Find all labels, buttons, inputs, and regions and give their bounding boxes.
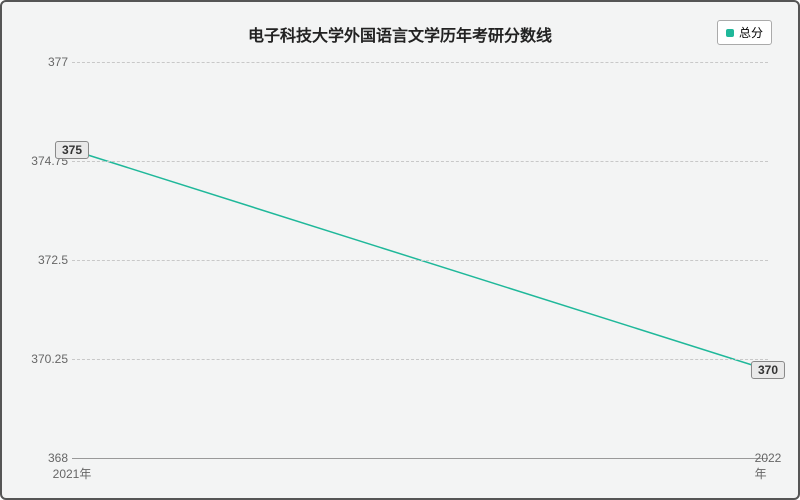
legend: 总分	[717, 20, 772, 45]
y-tick-label: 368	[20, 451, 68, 465]
x-tick-label: 2022年	[755, 451, 782, 482]
legend-swatch	[726, 29, 734, 37]
x-tick-label: 2021年	[53, 465, 92, 482]
gridline	[72, 260, 768, 261]
chart-container: 电子科技大学外国语言文学历年考研分数线 总分 368370.25372.5374…	[0, 0, 800, 500]
legend-series-label: 总分	[739, 24, 763, 41]
plot-area: 368370.25372.5374.753772021年2022年375370	[72, 62, 768, 458]
y-tick-label: 377	[20, 55, 68, 69]
y-tick-label: 370.25	[20, 352, 68, 366]
chart-title: 电子科技大学外国语言文学历年考研分数线	[20, 22, 780, 46]
gridline	[72, 458, 768, 459]
data-value-badge: 370	[751, 361, 785, 379]
gridline	[72, 359, 768, 360]
y-tick-label: 372.5	[20, 253, 68, 267]
gridline	[72, 62, 768, 63]
gridline	[72, 161, 768, 162]
data-value-badge: 375	[55, 141, 89, 159]
